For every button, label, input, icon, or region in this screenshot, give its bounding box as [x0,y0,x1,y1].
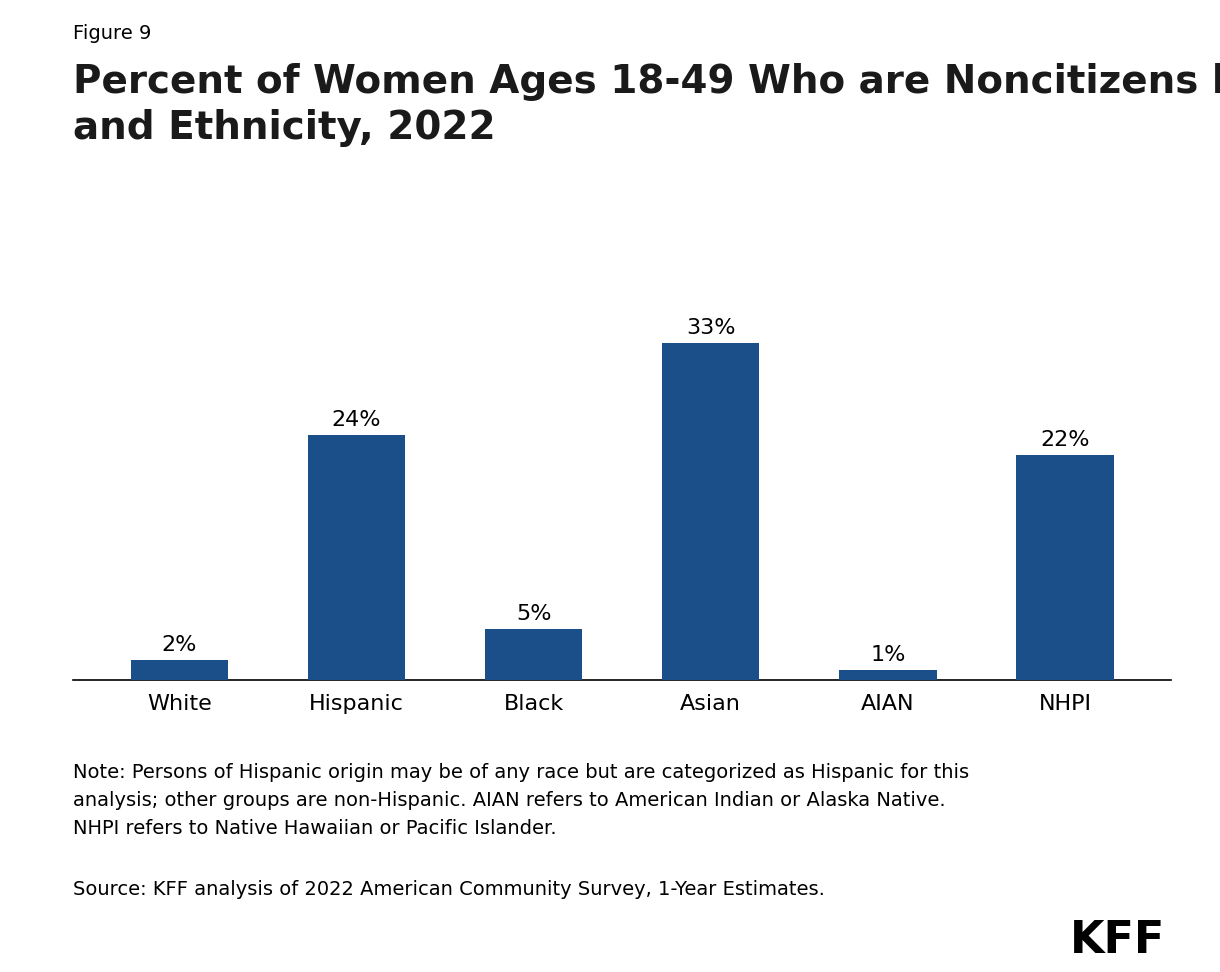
Text: 5%: 5% [516,605,551,624]
Bar [1016,455,1114,680]
Text: 22%: 22% [1041,431,1089,450]
Bar [131,660,228,680]
Text: Note: Persons of Hispanic origin may be of any race but are categorized as Hispa: Note: Persons of Hispanic origin may be … [73,763,970,838]
Text: KFF: KFF [1070,919,1165,961]
Text: 1%: 1% [870,645,905,665]
Bar [662,343,760,680]
Bar [307,434,405,680]
Text: Figure 9: Figure 9 [73,24,151,44]
Text: 24%: 24% [332,410,382,430]
Text: 33%: 33% [686,318,736,337]
Bar [486,629,582,680]
Text: Percent of Women Ages 18-49 Who are Noncitizens by Race
and Ethnicity, 2022: Percent of Women Ages 18-49 Who are Nonc… [73,63,1220,147]
Bar [839,670,937,680]
Text: Source: KFF analysis of 2022 American Community Survey, 1-Year Estimates.: Source: KFF analysis of 2022 American Co… [73,880,825,899]
Text: 2%: 2% [162,635,198,655]
